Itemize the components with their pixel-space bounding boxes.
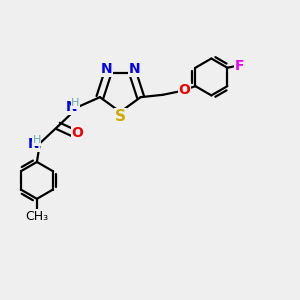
Text: H: H [32, 135, 41, 145]
Text: N: N [66, 100, 78, 114]
Text: N: N [100, 62, 112, 76]
Text: S: S [115, 109, 126, 124]
Text: CH₃: CH₃ [26, 210, 49, 223]
Text: O: O [179, 83, 190, 97]
Text: N: N [128, 62, 140, 76]
Text: H: H [71, 98, 80, 108]
Text: F: F [235, 59, 244, 73]
Text: O: O [72, 126, 84, 140]
Text: N: N [28, 137, 39, 151]
